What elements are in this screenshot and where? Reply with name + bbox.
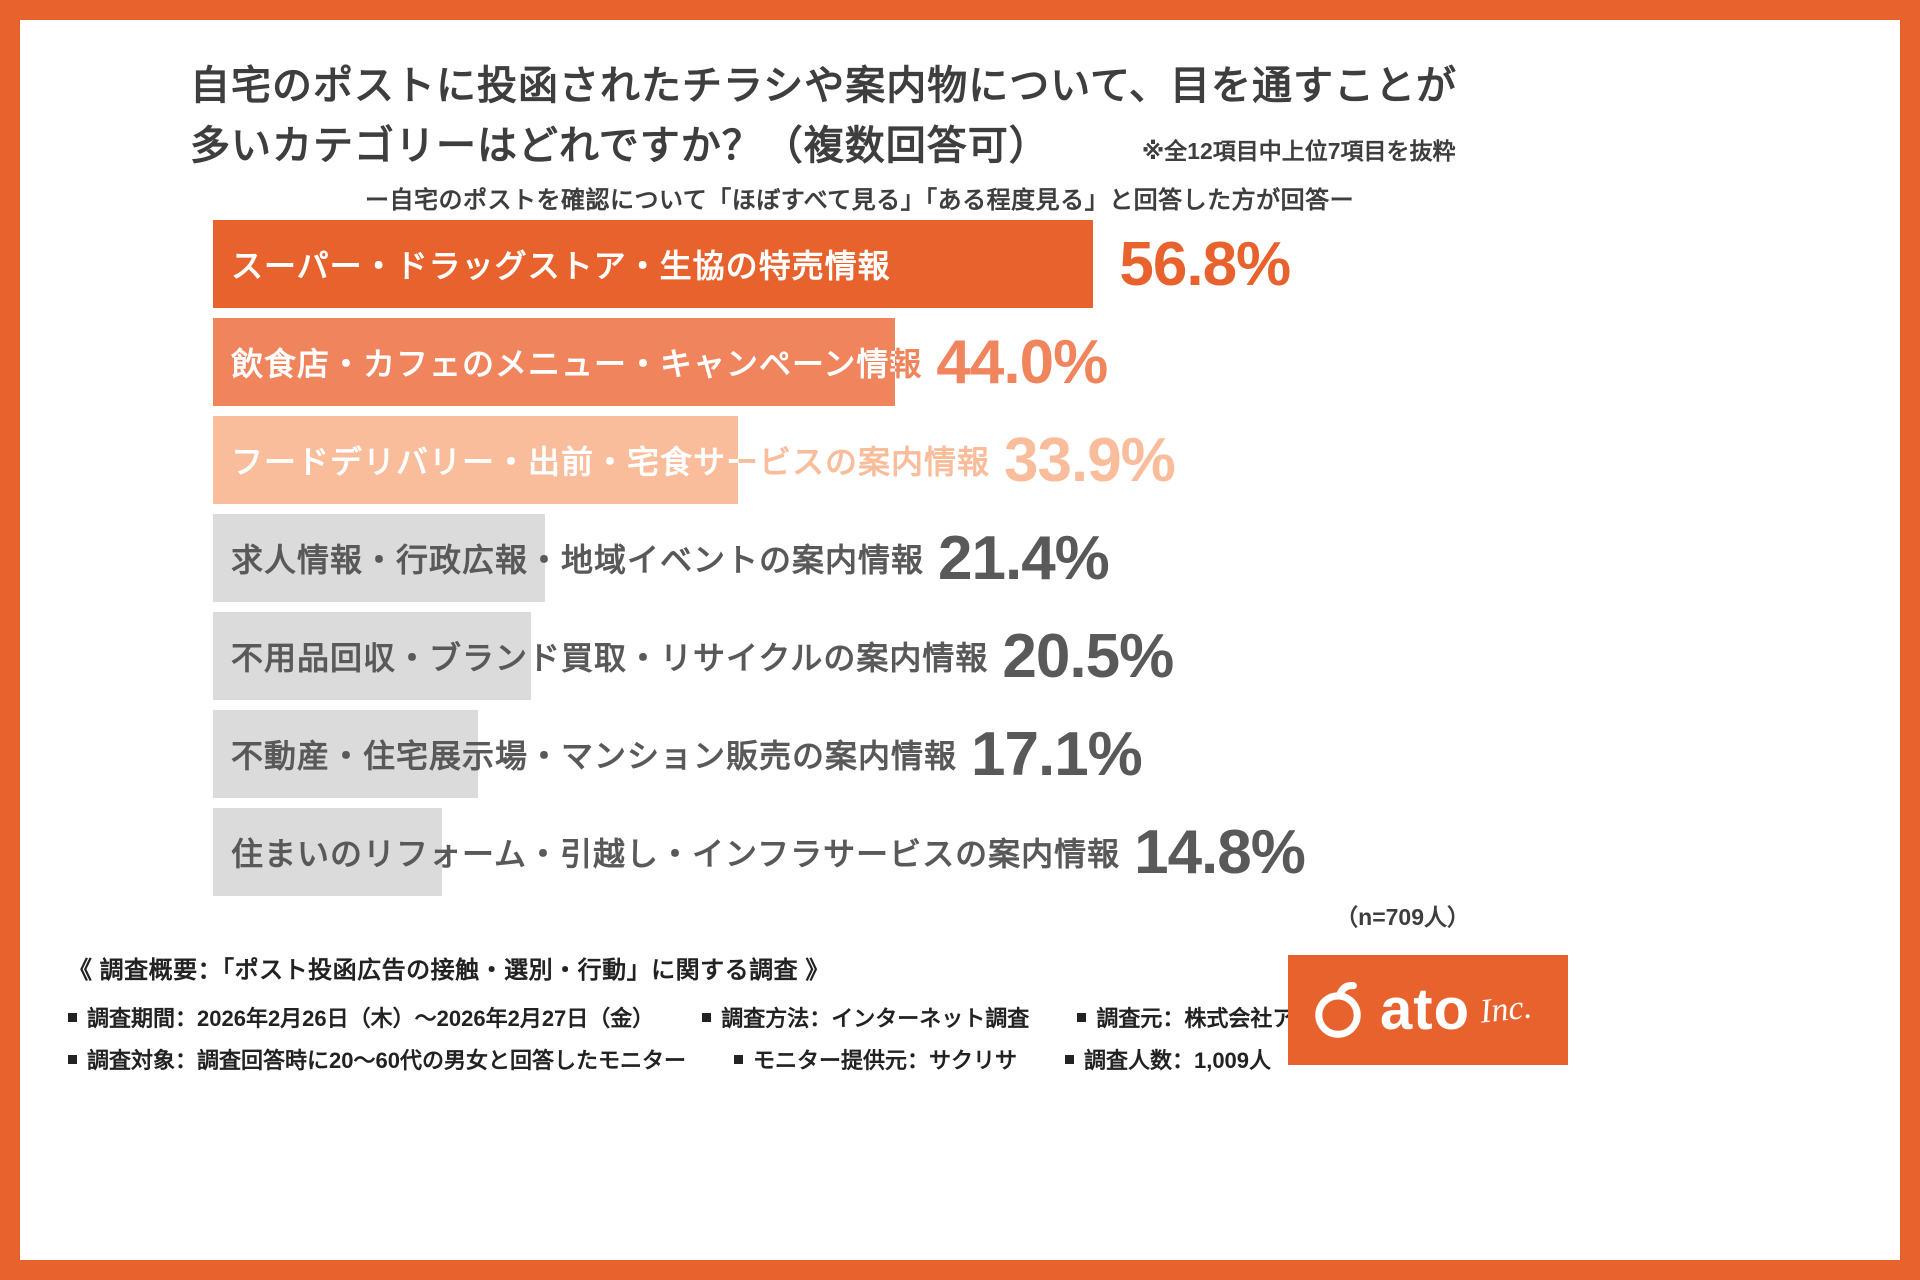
bar-category-label: フードデリバリー・出前・宅食サービスの案内情報	[231, 437, 990, 483]
survey-method: 調査方法：インターネット調査	[702, 1001, 1029, 1033]
bar	[213, 808, 443, 896]
chart-subtitle: ー自宅のポストを確認について「ほぼすべて見る」「ある程度見る」と回答した方が回答…	[365, 187, 1355, 214]
survey-footer-row-2: 調査対象：調査回答時に20〜60代の男女と回答したモニター モニター提供元：サク…	[68, 1043, 1316, 1075]
survey-respondents-text: 調査人数：1,009人	[1083, 1048, 1272, 1073]
title-line-1: 自宅のポストに投函されたチラシや案内物について、目を通すことが	[190, 64, 1457, 108]
bar-category-label: 求人情報・行政広報・地域イベントの案内情報	[231, 542, 925, 578]
ato-logo: ato Inc.	[1288, 955, 1568, 1065]
bar-row: フードデリバリー・出前・宅食サービスの案内情報 33.9%	[213, 416, 1913, 504]
bar-value-label: 44.0%	[936, 327, 1108, 397]
page-content: 自宅のポストに投函されたチラシや案内物について、目を通すことが 多いカテゴリーは…	[40, 40, 1880, 1240]
bar-value-label: 14.8%	[1134, 817, 1306, 887]
survey-source: 調査元：株式会社アト	[1077, 1001, 1316, 1033]
bar-row: 不動産・住宅展示場・マンション販売の案内情報 17.1%	[213, 710, 1913, 798]
bar	[213, 710, 479, 798]
bar-category-label: 住まいのリフォーム・引越し・インフラサービスの案内情報	[231, 836, 1121, 872]
survey-monitor-provider-text: モニター提供元：サクリサ	[752, 1048, 1017, 1073]
survey-respondents: 調査人数：1,009人	[1064, 1043, 1272, 1075]
page-title: 自宅のポストに投函されたチラシや案内物について、目を通すことが 多いカテゴリーは…	[190, 56, 1457, 181]
bar-row-text: 住まいのリフォーム・引越し・インフラサービスの案内情報 14.8%	[231, 808, 1306, 896]
bar-category-label: 飲食店・カフェのメニュー・キャンペーン情報	[231, 339, 922, 385]
survey-overview-heading: 《 調査概要：「ポスト投函広告の接触・選別・行動」に関する調査 》	[68, 957, 830, 984]
bar-category-label: 不用品回収・ブランド買取・リサイクルの案内情報	[231, 640, 989, 676]
bar-value-label: 17.1%	[971, 719, 1143, 789]
survey-footer-row-1: 調査期間：2026年2月26日（木）〜2026年2月27日（金） 調査方法：イン…	[68, 1001, 1316, 1033]
bar-row: 求人情報・行政広報・地域イベントの案内情報 21.4%	[213, 514, 1913, 602]
bullet-square-icon	[702, 1012, 712, 1022]
bar-row-text: 不動産・住宅展示場・マンション販売の案内情報 17.1%	[231, 710, 1143, 798]
bar-value-label: 21.4%	[938, 523, 1110, 593]
survey-target: 調査対象：調査回答時に20〜60代の男女と回答したモニター	[68, 1043, 686, 1075]
bar-row: 不用品回収・ブランド買取・リサイクルの案内情報 20.5%	[213, 612, 1913, 700]
bar-row-text: 不用品回収・ブランド買取・リサイクルの案内情報 20.5%	[231, 612, 1174, 700]
bar-row-text: 求人情報・行政広報・地域イベントの案内情報 21.4%	[231, 514, 1110, 602]
survey-period: 調査期間：2026年2月26日（木）〜2026年2月27日（金）	[68, 1001, 654, 1033]
bullet-square-icon	[1077, 1012, 1087, 1022]
survey-footer: 《 調査概要：「ポスト投函広告の接触・選別・行動」に関する調査 》 調査期間：2…	[68, 950, 1316, 1075]
bullet-square-icon	[733, 1054, 743, 1064]
title-line-2: 多いカテゴリーはどれですか？（複数回答可）	[190, 124, 1050, 168]
bar-chart: スーパー・ドラッグストア・生協の特売情報 56.8% 飲食店・カフェのメニュー・キャ…	[213, 220, 1913, 906]
ato-logo-suffix: Inc.	[1478, 988, 1534, 1031]
bullet-square-icon	[1064, 1054, 1074, 1064]
ato-logo-mark-icon	[1315, 982, 1361, 1038]
survey-source-text: 調査元：株式会社アト	[1096, 1006, 1317, 1031]
bar-value-label: 33.9%	[1004, 425, 1176, 495]
bar-row: 飲食店・カフェのメニュー・キャンペーン情報 44.0%	[213, 318, 1913, 406]
bar-category-label: 不動産・住宅展示場・マンション販売の案内情報	[231, 738, 958, 774]
bar-row-text: フードデリバリー・出前・宅食サービスの案内情報 33.9%	[231, 416, 1176, 504]
survey-target-text: 調査対象：調査回答時に20〜60代の男女と回答したモニター	[87, 1048, 686, 1073]
bar-row-text: スーパー・ドラッグストア・生協の特売情報 56.8%	[231, 220, 1291, 308]
bar	[213, 612, 531, 700]
bullet-square-icon	[68, 1054, 77, 1064]
survey-method-text: 調査方法：インターネット調査	[721, 1006, 1030, 1031]
bar-row: 住まいのリフォーム・引越し・インフラサービスの案内情報 14.8%	[213, 808, 1913, 896]
bar-row: スーパー・ドラッグストア・生協の特売情報 56.8%	[213, 220, 1913, 308]
bar	[213, 220, 1094, 308]
bullet-square-icon	[68, 1012, 77, 1022]
sample-size-note: （n=709人）	[1335, 904, 1470, 930]
bar	[213, 318, 895, 406]
survey-monitor-provider: モニター提供元：サクリサ	[733, 1043, 1017, 1075]
bar-row-text: 飲食店・カフェのメニュー・キャンペーン情報 44.0%	[231, 318, 1108, 406]
ato-logo-text: ato	[1380, 977, 1470, 1042]
bar-value-label: 20.5%	[1002, 621, 1174, 691]
bar-value-label: 56.8%	[1119, 229, 1291, 299]
title-note: ※全12項目中上位7項目を抜粋	[1141, 138, 1456, 164]
bar-category-label: スーパー・ドラッグストア・生協の特売情報	[231, 248, 891, 284]
survey-period-text: 調査期間：2026年2月26日（木）〜2026年2月27日（金）	[87, 1006, 655, 1031]
bar	[213, 416, 739, 504]
bar	[213, 514, 545, 602]
